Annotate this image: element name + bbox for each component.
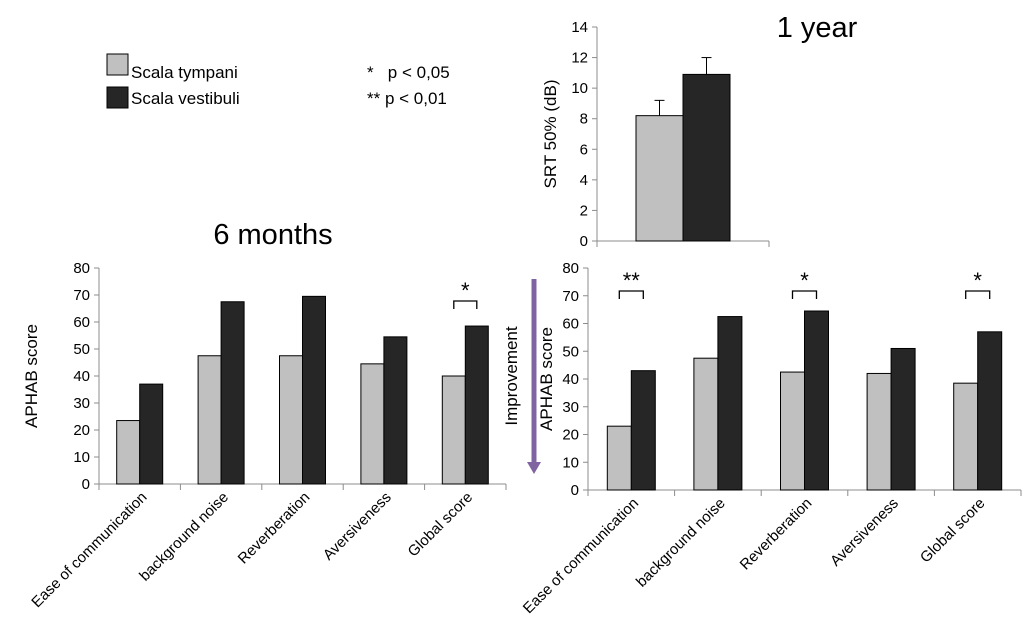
y-tick-label: 60 [562,316,579,333]
x-tick-label: Aversiveness [320,489,395,564]
bar-scala-tympani [635,115,684,242]
bar-scala-tympani-background-noise [197,355,222,485]
y-tick-label: 0 [580,233,588,250]
y-tick-label: 70 [562,288,579,305]
y-tick-label: 2 [580,202,588,219]
y-tick-label: 8 [580,111,588,128]
legend-swatch-scala-vestibuli [106,86,129,109]
y-tick-label: 4 [580,172,588,189]
y-tick-label: 0 [571,482,579,499]
x-tick-label: Global score [405,489,477,561]
x-tick-label: Ease of communication [520,495,642,617]
bar-scala-vestibuli-reverberation [302,295,326,485]
y-tick-label: 50 [73,341,90,358]
y-tick-label: 10 [571,80,588,97]
x-tick-label: Aversiveness [827,495,902,570]
bar-scala-vestibuli-reverberation [804,310,829,491]
y-tick-label: 10 [562,454,579,471]
chart-title: 6 months [213,219,332,251]
improvement-arrow-head [527,462,541,474]
significance-marker: * [973,268,982,293]
x-tick-label: background noise [136,489,232,585]
bar-scala-vestibuli-ease-of-communication [139,383,164,485]
significance-marker: * [800,268,809,293]
y-tick-label: 30 [73,395,90,412]
legend: Scala tympani Scala vestibuli * p < 0,05… [106,53,450,109]
bar-scala-vestibuli-aversiveness [890,347,916,491]
y-axis-title: SRT 50% (dB) [541,80,560,189]
chart-srt-1-year: 0 2 4 6 8 10 12 14 SRT 50% (dB) 1 year [541,12,858,250]
y-tick-label: 0 [82,476,90,493]
x-tick-label: Ease of communication [28,489,150,611]
bar-scala-vestibuli-global-score [977,331,1003,491]
bar-scala-tympani-global-score [441,375,466,485]
significance-marker: * [461,278,470,303]
y-tick-label: 40 [73,368,90,385]
bar-scala-vestibuli [682,73,731,242]
chart-aphab-6-months: 0 10 20 30 40 50 60 70 80 Ease of communicationba… [22,219,507,611]
bar-scala-tympani-ease-of-communication [116,420,141,485]
y-tick-label: 70 [73,287,90,304]
bar-scala-vestibuli-aversiveness [383,336,408,485]
improvement-label: Improvement [502,326,521,425]
y-axis-title: APHAB score [22,324,41,428]
significance-bracket [791,290,818,299]
y-tick-label: 30 [562,399,579,416]
y-tick-label: 40 [562,371,579,388]
x-tick-label: Reverberation [737,495,816,574]
y-tick-label: 12 [571,50,588,67]
significance-note-p005: * p < 0,05 [367,63,450,82]
bar-scala-tympani-aversiveness [866,372,892,491]
bar-scala-vestibuli-background-noise [220,301,245,485]
y-tick-label: 50 [562,343,579,360]
y-axis-title: APHAB score [537,327,556,431]
bar-scala-vestibuli-global-score [464,325,489,485]
y-tick-label: 20 [73,422,90,439]
y-tick-label: 10 [73,449,90,466]
y-tick-label: 14 [571,19,588,36]
bar-scala-tympani-reverberation [279,355,303,485]
y-tick-label: 80 [562,260,579,277]
bar-scala-vestibuli-ease-of-communication [630,370,656,491]
legend-label-scala-tympani: Scala tympani [131,63,238,82]
significance-note-p001: ** p < 0,01 [367,89,447,108]
y-tick-label: 6 [580,141,588,158]
bar-scala-tympani-ease-of-communication [606,425,632,491]
significance-marker: ** [623,268,641,293]
y-tick-label: 20 [562,427,579,444]
y-tick-label: 80 [73,260,90,277]
bar-scala-tympani-reverberation [780,371,805,491]
significance-bracket [618,290,644,299]
legend-swatch-scala-tympani [106,53,129,76]
chart-title: 1 year [777,12,858,44]
x-tick-label: background noise [633,495,729,591]
significance-bracket [965,290,991,299]
bar-scala-tympani-background-noise [693,357,719,491]
significance-bracket [453,300,478,309]
y-tick-label: 60 [73,314,90,331]
x-tick-label: Reverberation [235,489,314,568]
improvement-arrow: Improvement [502,279,541,474]
legend-label-scala-vestibuli: Scala vestibuli [131,89,240,108]
bar-scala-tympani-global-score [953,382,979,491]
bar-scala-vestibuli-background-noise [717,316,743,491]
x-tick-label: Global score [917,495,989,567]
bar-scala-tympani-aversiveness [360,363,385,485]
